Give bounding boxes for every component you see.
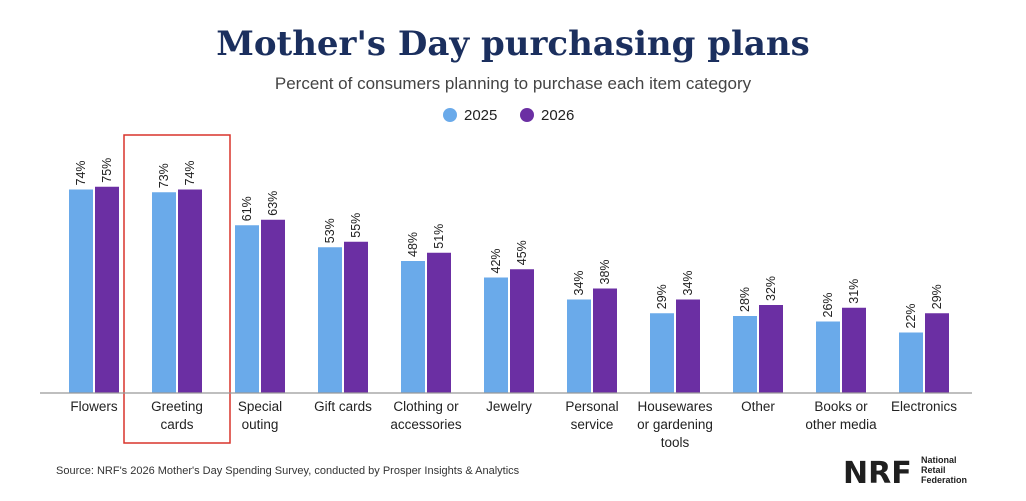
legend-swatch-2025 xyxy=(443,108,457,122)
bars-layer xyxy=(69,186,949,393)
bar-other-2025 xyxy=(733,316,757,393)
legend-label-2026: 2026 xyxy=(541,107,574,124)
bar-greeting-cards-2025 xyxy=(152,192,176,393)
value-label-electronics-2026: 29% xyxy=(930,284,944,309)
value-label-clothing-or-accessories-2026: 51% xyxy=(432,224,446,249)
value-label-special-outing-2026: 63% xyxy=(266,191,280,216)
value-label-flowers-2026: 75% xyxy=(100,158,114,183)
category-label-other: Other xyxy=(741,399,775,414)
bar-jewelry-2025 xyxy=(484,277,508,393)
value-labels-layer: 74% 75% 73% 74% 61% 63% 53% 55% 48% 51% 42% 45% 34% 3… xyxy=(74,158,944,329)
value-label-personal-service-2025: 34% xyxy=(572,270,586,295)
value-label-housewares-or-gardening-tools-2026: 34% xyxy=(681,270,695,295)
category-label-clothing-or-accessories: Clothing or accessories xyxy=(390,399,462,432)
value-label-books-or-other-media-2026: 31% xyxy=(847,279,861,304)
bar-other-2026 xyxy=(759,305,783,393)
value-label-special-outing-2025: 61% xyxy=(240,196,254,221)
bar-flowers-2026 xyxy=(95,186,119,393)
category-label-jewelry: Jewelry xyxy=(486,399,532,414)
chart-subtitle: Percent of consumers planning to purchas… xyxy=(275,74,752,93)
nrf-logo: NRF National Retail Federation xyxy=(843,455,967,491)
nrf-logo-line: Retail xyxy=(921,465,946,475)
value-label-gift-cards-2026: 55% xyxy=(349,213,363,238)
category-label-flowers: Flowers xyxy=(70,399,118,414)
value-label-other-2025: 28% xyxy=(738,287,752,312)
bar-personal-service-2025 xyxy=(567,299,591,393)
bar-clothing-or-accessories-2026 xyxy=(427,252,451,393)
category-label-personal-service: Personal service xyxy=(565,399,618,432)
bar-gift-cards-2026 xyxy=(344,241,368,393)
bar-books-or-other-media-2025 xyxy=(816,321,840,393)
legend-label-2025: 2025 xyxy=(464,107,497,124)
value-label-greeting-cards-2026: 74% xyxy=(183,160,197,185)
category-label-gift-cards: Gift cards xyxy=(314,399,372,414)
category-label-housewares-or-gardening-tools: Housewares or gardening tools xyxy=(637,399,713,450)
category-label-special-outing: Special outing xyxy=(238,399,282,432)
bar-special-outing-2026 xyxy=(261,219,285,393)
value-label-electronics-2025: 22% xyxy=(904,303,918,328)
category-label-greeting-cards: Greeting cards xyxy=(151,399,203,432)
bar-electronics-2026 xyxy=(925,313,949,393)
bar-housewares-or-gardening-tools-2026 xyxy=(676,299,700,393)
bar-personal-service-2026 xyxy=(593,288,617,393)
chart-title: Mother's Day purchasing plans xyxy=(216,24,810,64)
value-label-other-2026: 32% xyxy=(764,276,778,301)
bar-gift-cards-2025 xyxy=(318,247,342,393)
nrf-logo-mark: NRF xyxy=(843,456,912,491)
category-labels-layer: Flowers Greeting cards Special outing Gift ca… xyxy=(70,399,957,450)
value-label-greeting-cards-2025: 73% xyxy=(157,163,171,188)
bar-electronics-2025 xyxy=(899,332,923,393)
bar-greeting-cards-2026 xyxy=(178,189,202,393)
value-label-clothing-or-accessories-2025: 48% xyxy=(406,232,420,257)
bar-books-or-other-media-2026 xyxy=(842,307,866,393)
value-label-flowers-2025: 74% xyxy=(74,160,88,185)
category-label-electronics: Electronics xyxy=(891,399,957,414)
bar-housewares-or-gardening-tools-2025 xyxy=(650,313,674,393)
value-label-housewares-or-gardening-tools-2025: 29% xyxy=(655,284,669,309)
bar-flowers-2025 xyxy=(69,189,93,393)
nrf-logo-line: Federation xyxy=(921,475,967,485)
category-label-books-or-other-media: Books or other media xyxy=(805,399,877,432)
bar-clothing-or-accessories-2025 xyxy=(401,261,425,393)
highlight-box xyxy=(123,134,231,444)
value-label-gift-cards-2025: 53% xyxy=(323,218,337,243)
source-note: Source: NRF's 2026 Mother's Day Spending… xyxy=(56,465,520,477)
value-label-books-or-other-media-2025: 26% xyxy=(821,292,835,317)
value-label-jewelry-2026: 45% xyxy=(515,240,529,265)
bar-jewelry-2026 xyxy=(510,269,534,393)
highlight-layer xyxy=(123,134,231,444)
legend-swatch-2026 xyxy=(520,108,534,122)
bar-special-outing-2025 xyxy=(235,225,259,393)
value-label-personal-service-2026: 38% xyxy=(598,259,612,284)
nrf-logo-line: National xyxy=(921,455,957,465)
value-label-jewelry-2025: 42% xyxy=(489,248,503,273)
legend: 2025 2026 xyxy=(443,107,574,124)
